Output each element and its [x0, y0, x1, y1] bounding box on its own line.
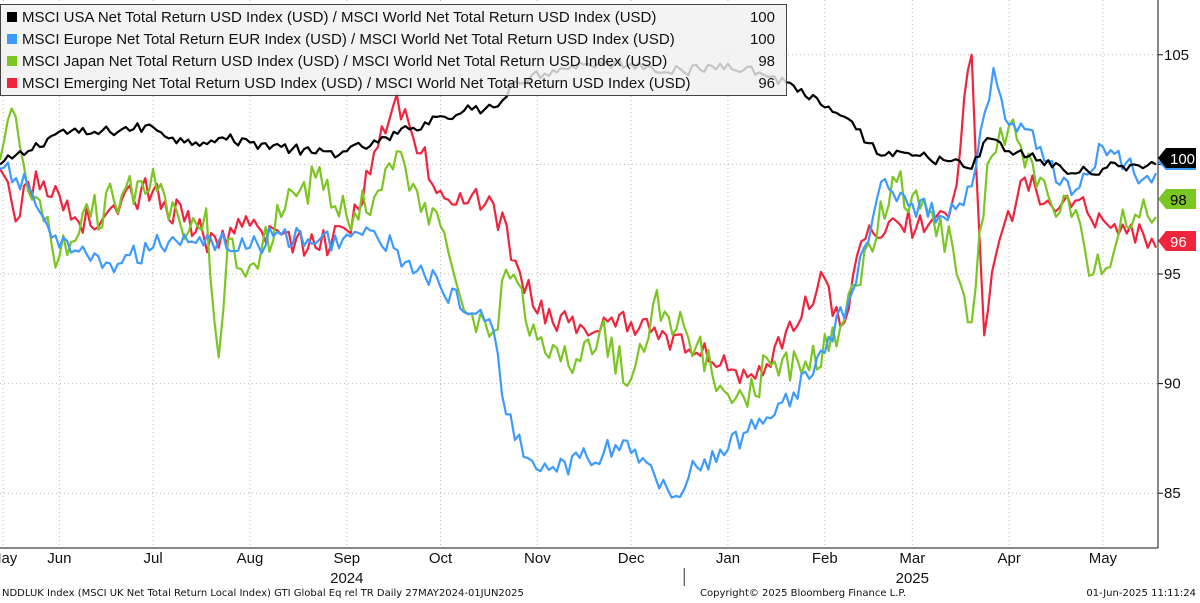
- x-tick-label: May: [1089, 550, 1118, 567]
- legend-swatch-japan: [7, 56, 17, 67]
- x-tick-label: Dec: [618, 550, 645, 567]
- legend-item-emerging: MSCI Emerging Net Total Return USD Index…: [7, 74, 783, 94]
- x-year-label: 2024: [330, 570, 363, 587]
- y-tick-label: 85: [1164, 485, 1181, 502]
- y-tick-label: 105: [1164, 47, 1189, 64]
- last-badge-bg-3: [1158, 231, 1196, 251]
- x-tick-label: Nov: [524, 550, 551, 567]
- legend-value-usa: 100: [749, 9, 775, 26]
- last-badge-bg-2: [1158, 189, 1196, 209]
- last-value-badges: 100 98 96: [1158, 148, 1196, 251]
- legend: MSCI USA Net Total Return USD Index (USD…: [0, 4, 787, 96]
- last-badge-bg-0: [1158, 148, 1196, 168]
- legend-swatch-usa: [7, 12, 17, 23]
- x-tick-label: Mar: [899, 550, 925, 567]
- legend-swatch-emerging: [7, 78, 17, 89]
- legend-value-europe: 100: [749, 31, 775, 48]
- footer-copyright: Copyright© 2025 Bloomberg Finance L.P.: [700, 588, 907, 599]
- legend-swatch-europe: [7, 34, 17, 45]
- x-axis: May Jun Jul Aug Sep Oct Nov Dec Jan Feb Mar Apr May 2…: [0, 547, 1158, 587]
- y-tick-label: 90: [1164, 376, 1181, 393]
- legend-label-japan: MSCI Japan Net Total Return USD Index (U…: [22, 53, 668, 70]
- y-axis: 859095100105: [1157, 0, 1189, 548]
- legend-value-emerging: 96: [758, 75, 775, 92]
- legend-label-usa: MSCI USA Net Total Return USD Index (USD…: [22, 9, 657, 26]
- footer-source: NDDLUK Index (MSCI UK Net Total Return L…: [2, 588, 524, 599]
- x-tick-label: Aug: [237, 550, 264, 567]
- footer-timestamp: 01-Jun-2025 11:11:24: [1086, 588, 1196, 599]
- x-year-label: 2025: [896, 570, 929, 587]
- x-tick-label: Jul: [143, 550, 162, 567]
- legend-item-japan: MSCI Japan Net Total Return USD Index (U…: [7, 52, 783, 72]
- x-tick-label: Apr: [997, 550, 1020, 567]
- last-badge-label-2: 98: [1170, 192, 1187, 209]
- series-line-1: [0, 66, 1157, 499]
- series-line-2: [0, 107, 1157, 408]
- legend-item-europe: MSCI Europe Net Total Return EUR Index (…: [7, 30, 783, 50]
- legend-value-japan: 98: [758, 53, 775, 70]
- series-layer: [0, 53, 1157, 499]
- x-tick-label: Oct: [429, 550, 453, 567]
- x-tick-label: Jun: [47, 550, 71, 567]
- x-tick-label: Jan: [716, 550, 740, 567]
- grid: [0, 0, 1158, 548]
- last-badge-label-3: 96: [1170, 234, 1187, 251]
- legend-label-emerging: MSCI Emerging Net Total Return USD Index…: [22, 75, 691, 92]
- x-tick-label: Feb: [812, 550, 838, 567]
- series-line-3: [0, 53, 1157, 385]
- y-tick-label: 95: [1164, 266, 1181, 283]
- x-tick-label: Sep: [333, 550, 360, 567]
- legend-item-usa: MSCI USA Net Total Return USD Index (USD…: [7, 8, 783, 28]
- last-badge-label-0: 100: [1170, 151, 1195, 168]
- legend-label-europe: MSCI Europe Net Total Return EUR Index (…: [22, 31, 675, 48]
- x-tick-label: May: [0, 550, 18, 567]
